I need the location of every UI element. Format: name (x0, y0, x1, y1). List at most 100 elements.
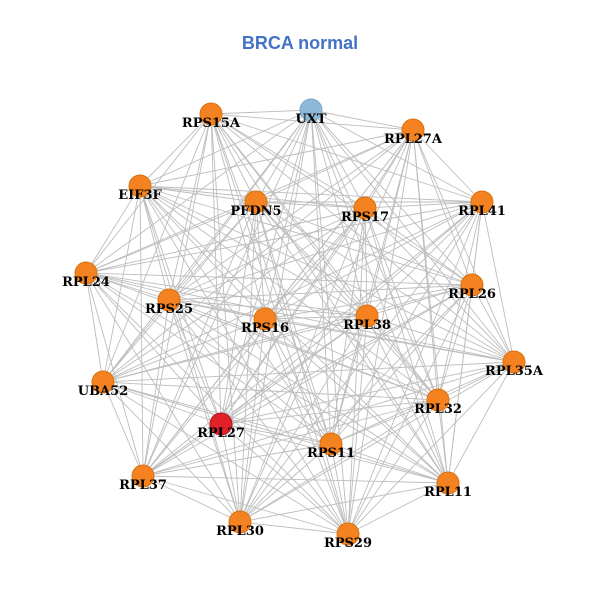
network-edge (412, 129, 515, 363)
network-edge (347, 482, 449, 535)
network-edge (220, 423, 332, 445)
network-edge (366, 315, 439, 401)
network-edge (255, 201, 449, 484)
network-edge (85, 201, 483, 274)
network-node-rpl11 (436, 471, 460, 495)
network-edge (255, 201, 473, 286)
network-edge (210, 109, 312, 115)
network-edge (366, 201, 483, 317)
network-edge (255, 201, 366, 209)
network-edge (142, 201, 483, 477)
network-edge (437, 284, 473, 401)
network-edge (102, 284, 473, 383)
network-edge (310, 109, 414, 131)
network-edge (310, 109, 332, 445)
node-label-rpl38: RPL38 (343, 318, 391, 333)
network-edge (168, 201, 257, 301)
network-edge (220, 318, 266, 425)
network-edge (139, 185, 170, 301)
network-edge (310, 109, 439, 401)
network-edge (210, 113, 473, 286)
node-label-rps11: RPS11 (307, 446, 355, 461)
network-edge (437, 201, 483, 401)
network-node-rpl38 (355, 304, 379, 328)
network-edge (210, 113, 257, 203)
node-label-rps15a: RPS15A (182, 116, 241, 131)
network-edge (220, 284, 473, 425)
network-edge (210, 113, 414, 131)
node-label-rpl30: RPL30 (216, 524, 264, 539)
network-edge (437, 399, 449, 484)
network-edge (447, 284, 473, 484)
network-node-rps11 (319, 432, 343, 456)
network-edge (142, 475, 449, 484)
network-node-rpl37 (131, 464, 155, 488)
network-edge (437, 361, 515, 401)
network-edge (220, 201, 483, 425)
node-label-pfdn5: PFDN5 (230, 204, 281, 219)
network-edge (139, 185, 144, 477)
network-edge (366, 315, 515, 363)
network-edge (255, 109, 312, 203)
network-edge (412, 129, 483, 203)
network-edge (142, 423, 222, 477)
network-edge (239, 482, 449, 523)
node-label-eif3f: EIF3F (118, 188, 162, 203)
network-edge (168, 299, 349, 535)
network-edge (102, 109, 312, 383)
node-label-rpl27: RPL27 (197, 426, 245, 441)
network-edge (481, 201, 515, 363)
node-label-rpl35a: RPL35A (485, 364, 544, 379)
network-edge (85, 272, 473, 286)
network-edge (102, 381, 449, 484)
network-edge (239, 201, 483, 523)
network-edge (220, 315, 368, 425)
network-node-rpl27 (209, 412, 233, 436)
network-edge (264, 201, 483, 320)
network-node-eif3f (128, 174, 152, 198)
network-edge (210, 113, 366, 209)
network-edge (168, 299, 241, 523)
node-label-rps17: RPS17 (341, 210, 389, 225)
chart-title: BRCA normal (241, 33, 359, 53)
node-label-rps25: RPS25 (145, 302, 193, 317)
network-edge (142, 109, 312, 477)
network-edge (364, 207, 368, 317)
network-node-rpl27a (401, 118, 425, 142)
network-edge (210, 113, 222, 425)
network-edge (210, 113, 241, 523)
network-edge (330, 399, 439, 445)
network-edge (239, 521, 349, 535)
network-node-rpl32 (426, 388, 450, 412)
network-edge (102, 381, 241, 523)
network-edge (220, 423, 241, 523)
network-edge (168, 299, 449, 484)
network-edge (102, 381, 332, 445)
network-edge (366, 284, 473, 317)
network-edge (139, 185, 483, 203)
network-edge (264, 207, 366, 320)
network-edge (264, 318, 332, 445)
network-edge (142, 475, 241, 523)
network-node-rps16 (253, 307, 277, 331)
network-edge (239, 443, 332, 523)
network-edge (255, 201, 349, 535)
network-edge (102, 381, 144, 477)
network-edge (220, 109, 312, 425)
node-label-rpl11: RPL11 (424, 485, 472, 500)
network-node-pfdn5 (244, 190, 268, 214)
network-edge (347, 315, 368, 535)
network-edge (255, 201, 368, 317)
network-edge (168, 284, 473, 301)
network-edge (139, 185, 241, 523)
network-edge (264, 318, 439, 401)
network-node-rpl24 (74, 261, 98, 285)
network-edge (366, 315, 449, 484)
network-edge (210, 113, 515, 363)
network-edge (102, 381, 439, 401)
network-edge (102, 361, 515, 383)
network-edge (330, 284, 473, 445)
network-edge (347, 284, 473, 535)
